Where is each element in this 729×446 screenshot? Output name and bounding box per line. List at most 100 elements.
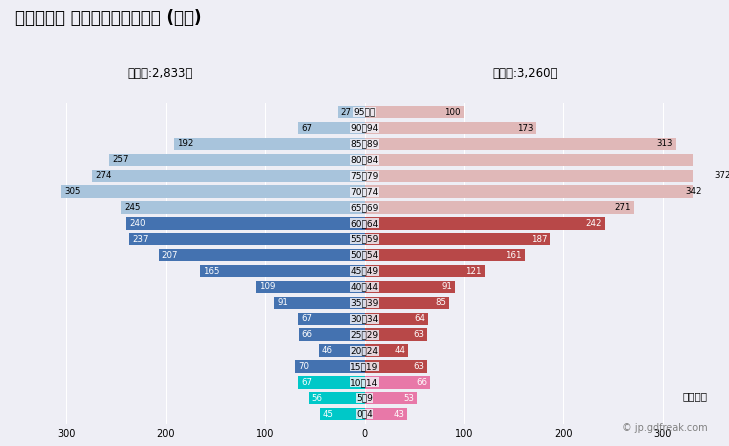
- Bar: [364, 360, 427, 373]
- Bar: [200, 265, 364, 277]
- Bar: [298, 122, 364, 134]
- Text: 237: 237: [132, 235, 149, 244]
- Text: 男性計:2,833人: 男性計:2,833人: [128, 67, 193, 80]
- Text: 25～29: 25～29: [351, 330, 378, 339]
- Bar: [364, 201, 634, 214]
- Bar: [126, 217, 364, 230]
- Text: 85～89: 85～89: [351, 140, 378, 149]
- Bar: [121, 201, 364, 214]
- Text: 67: 67: [301, 124, 312, 132]
- Bar: [364, 186, 704, 198]
- Text: 44: 44: [394, 346, 405, 355]
- Text: 161: 161: [505, 251, 521, 260]
- Text: 30～34: 30～34: [351, 314, 378, 323]
- Text: 43: 43: [393, 410, 405, 419]
- Text: 53: 53: [403, 394, 414, 403]
- Text: 100: 100: [445, 107, 461, 116]
- Text: 305: 305: [64, 187, 81, 196]
- Text: 45: 45: [323, 410, 334, 419]
- Bar: [364, 408, 408, 421]
- Text: 27: 27: [340, 107, 351, 116]
- Text: 70: 70: [298, 362, 309, 371]
- Text: 66: 66: [416, 378, 427, 387]
- Text: © jp.gdfreak.com: © jp.gdfreak.com: [622, 423, 707, 433]
- Bar: [364, 313, 428, 325]
- Bar: [295, 360, 364, 373]
- Text: 63: 63: [413, 362, 424, 371]
- Bar: [61, 186, 364, 198]
- Bar: [274, 297, 364, 309]
- Text: 10～14: 10～14: [351, 378, 378, 387]
- Text: 342: 342: [685, 187, 701, 196]
- Text: 91: 91: [441, 282, 452, 292]
- Text: 55～59: 55～59: [351, 235, 378, 244]
- Bar: [364, 344, 408, 357]
- Text: 109: 109: [259, 282, 276, 292]
- Text: ２０３５年 鯵ヶ沢町の人口構成 (予測): ２０３５年 鯵ヶ沢町の人口構成 (予測): [15, 9, 201, 27]
- Bar: [364, 138, 676, 150]
- Bar: [364, 297, 449, 309]
- Text: 271: 271: [615, 203, 631, 212]
- Text: 0～4: 0～4: [356, 410, 373, 419]
- Bar: [364, 122, 537, 134]
- Text: 240: 240: [129, 219, 145, 228]
- Text: 91: 91: [277, 298, 288, 307]
- Text: 15～19: 15～19: [351, 362, 378, 371]
- Text: 313: 313: [656, 140, 673, 149]
- Text: 63: 63: [413, 330, 424, 339]
- Text: 70～74: 70～74: [351, 187, 378, 196]
- Text: 35～39: 35～39: [351, 298, 378, 307]
- Text: 56: 56: [312, 394, 323, 403]
- Bar: [298, 376, 364, 388]
- Text: 121: 121: [465, 267, 482, 276]
- Text: 75～79: 75～79: [351, 171, 378, 180]
- Bar: [159, 249, 364, 261]
- Text: 40～44: 40～44: [351, 282, 378, 292]
- Bar: [319, 344, 364, 357]
- Text: 66: 66: [302, 330, 313, 339]
- Text: 80～84: 80～84: [351, 155, 378, 164]
- Text: 207: 207: [162, 251, 178, 260]
- Bar: [299, 328, 364, 341]
- Text: 95歳～: 95歳～: [354, 107, 375, 116]
- Bar: [364, 249, 525, 261]
- Bar: [364, 265, 485, 277]
- Text: 90～94: 90～94: [351, 124, 378, 132]
- Bar: [364, 106, 464, 118]
- Text: 5～9: 5～9: [356, 394, 373, 403]
- Bar: [298, 313, 364, 325]
- Bar: [256, 281, 364, 293]
- Bar: [338, 106, 364, 118]
- Text: 60～64: 60～64: [351, 219, 378, 228]
- Text: 45～49: 45～49: [351, 267, 378, 276]
- Text: 173: 173: [517, 124, 534, 132]
- Text: 20～24: 20～24: [351, 346, 378, 355]
- Text: 女性計:3,260人: 女性計:3,260人: [492, 67, 558, 80]
- Bar: [364, 169, 729, 182]
- Bar: [364, 153, 729, 166]
- Bar: [129, 233, 364, 245]
- Text: 67: 67: [301, 378, 312, 387]
- Text: 165: 165: [203, 267, 220, 276]
- Text: 257: 257: [112, 155, 128, 164]
- Bar: [309, 392, 364, 405]
- Bar: [364, 376, 430, 388]
- Text: 274: 274: [95, 171, 112, 180]
- Text: 192: 192: [176, 140, 193, 149]
- Text: 85: 85: [435, 298, 446, 307]
- Text: 372: 372: [715, 171, 729, 180]
- Text: 65～69: 65～69: [351, 203, 378, 212]
- Text: 67: 67: [301, 314, 312, 323]
- Bar: [174, 138, 364, 150]
- Bar: [109, 153, 364, 166]
- Bar: [364, 392, 417, 405]
- Bar: [364, 328, 427, 341]
- Text: 187: 187: [531, 235, 547, 244]
- Text: 245: 245: [124, 203, 141, 212]
- Text: 64: 64: [414, 314, 425, 323]
- Text: 46: 46: [321, 346, 332, 355]
- Bar: [320, 408, 364, 421]
- Bar: [364, 281, 455, 293]
- Text: 単位：人: 単位：人: [682, 392, 707, 401]
- Bar: [92, 169, 364, 182]
